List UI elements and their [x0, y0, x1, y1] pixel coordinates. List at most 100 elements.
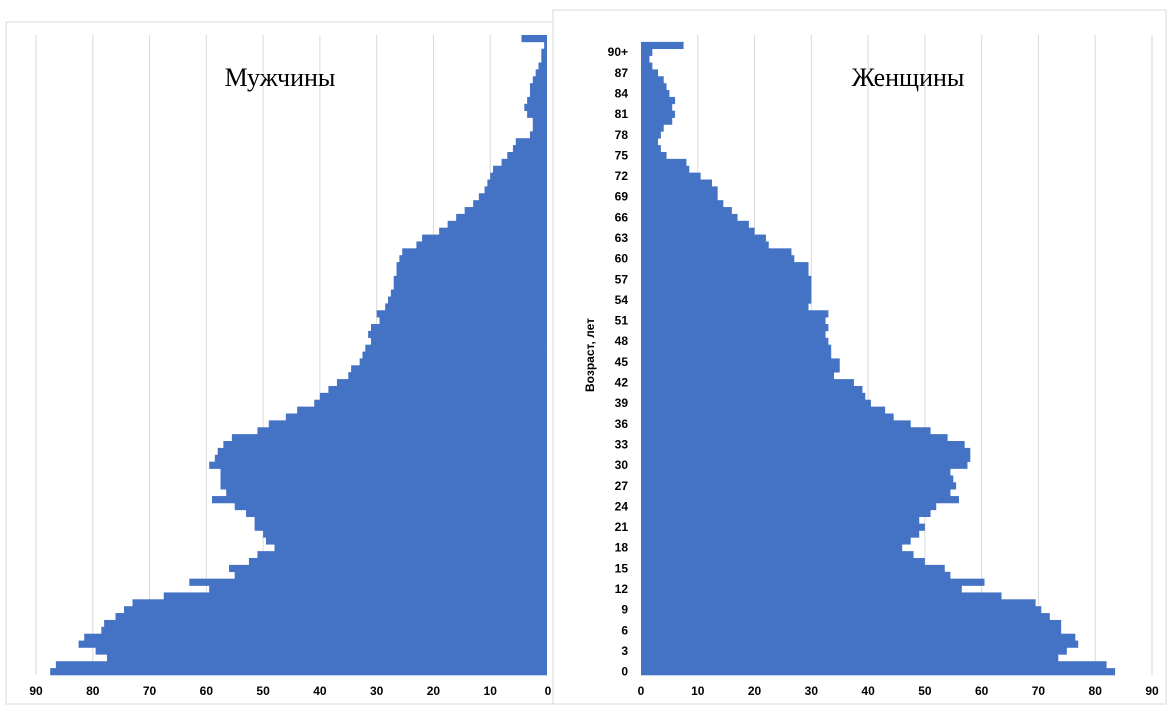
- male-bar: [396, 262, 547, 270]
- male-bar: [254, 523, 547, 531]
- male-bar-series: [50, 35, 548, 676]
- male-bar: [220, 482, 547, 490]
- female-bar: [641, 83, 667, 91]
- female-bar: [641, 434, 948, 442]
- age-tick-label: 78: [615, 128, 629, 142]
- x-tick-label: 30: [370, 684, 384, 698]
- male-bar: [529, 83, 547, 91]
- female-bar: [641, 262, 809, 270]
- age-tick-label: 30: [615, 458, 629, 472]
- age-tick-label: 57: [615, 272, 629, 286]
- female-bar: [641, 110, 676, 118]
- age-tick-label: 21: [615, 520, 629, 534]
- male-bar: [55, 661, 547, 669]
- female-bar: [641, 502, 937, 511]
- male-bar: [532, 124, 547, 132]
- female-bar: [641, 385, 863, 394]
- x-tick-label: 70: [143, 684, 157, 698]
- male-bar: [214, 454, 547, 462]
- age-tick-label: 33: [615, 437, 629, 451]
- female-bar: [641, 441, 965, 449]
- age-tick-label: 42: [615, 376, 629, 390]
- female-bar: [641, 186, 718, 194]
- male-bar: [390, 289, 547, 297]
- age-tick-label: 90+: [608, 45, 628, 59]
- age-tick-label: 63: [615, 231, 629, 245]
- female-bar: [641, 509, 931, 518]
- female-bar: [641, 558, 925, 566]
- male-bar: [268, 420, 547, 428]
- male-bar: [538, 62, 547, 70]
- male-bar: [447, 220, 547, 228]
- male-bar: [368, 330, 547, 339]
- x-tick-label: 50: [918, 684, 932, 698]
- male-bar: [106, 654, 547, 662]
- male-bar: [532, 76, 547, 84]
- female-bar: [641, 468, 951, 476]
- female-bar: [641, 454, 971, 462]
- female-bar: [641, 76, 664, 84]
- male-panel-title: Мужчины: [225, 63, 336, 92]
- male-x-axis-ticks: 90 80 70 60 50 40 30 20 10 0: [29, 684, 551, 698]
- male-bar: [473, 200, 547, 208]
- male-bar: [376, 310, 547, 318]
- male-bar: [84, 633, 547, 641]
- age-tick-label: 69: [615, 190, 629, 204]
- age-tick-label: 60: [615, 252, 629, 266]
- age-tick-label: 54: [615, 293, 629, 307]
- male-bar: [501, 158, 547, 167]
- age-tick-label: 18: [615, 541, 629, 555]
- male-bar: [399, 255, 547, 263]
- male-bar: [512, 145, 547, 153]
- male-bar: [209, 461, 547, 469]
- female-bar: [641, 516, 920, 524]
- female-bar: [641, 633, 1076, 641]
- female-bar: [641, 399, 871, 407]
- female-bar: [641, 461, 968, 469]
- female-bar: [641, 317, 826, 325]
- male-bar: [132, 599, 547, 607]
- male-bar: [220, 475, 547, 483]
- male-bar: [532, 117, 547, 125]
- male-bar: [379, 317, 547, 325]
- male-bar: [254, 516, 547, 524]
- female-bar: [641, 124, 664, 132]
- female-bar: [641, 282, 812, 290]
- female-bar: [641, 489, 951, 497]
- female-bar-series: [641, 41, 1116, 676]
- female-bar: [641, 392, 866, 401]
- male-bar: [529, 131, 547, 139]
- male-bar: [544, 41, 547, 50]
- female-bar: [641, 172, 701, 180]
- age-tick-label: 3: [621, 644, 628, 658]
- x-tick-label: 60: [200, 684, 214, 698]
- male-bar: [226, 489, 547, 497]
- female-bar: [641, 619, 1062, 628]
- male-bar: [365, 344, 547, 352]
- female-bar: [641, 413, 894, 421]
- x-tick-label: 10: [484, 684, 498, 698]
- female-bar: [641, 213, 738, 222]
- male-bar: [248, 558, 547, 566]
- male-bar: [274, 544, 547, 552]
- female-bar: [641, 55, 650, 63]
- female-bar: [641, 564, 945, 573]
- male-bar: [359, 358, 547, 366]
- female-bar: [641, 241, 769, 249]
- age-tick-label: 84: [615, 86, 629, 100]
- female-bar: [641, 289, 812, 297]
- male-bar: [263, 530, 547, 538]
- male-bar: [234, 502, 547, 511]
- age-tick-label: 45: [615, 355, 629, 369]
- male-bar: [189, 578, 548, 586]
- male-bar: [209, 585, 547, 593]
- female-bar: [641, 41, 684, 50]
- female-bar: [641, 96, 676, 105]
- female-bar: [641, 571, 951, 579]
- female-bar: [641, 117, 673, 125]
- male-bar: [388, 296, 547, 304]
- male-bar: [328, 385, 547, 394]
- female-bar: [641, 69, 659, 77]
- male-bar: [370, 324, 547, 332]
- male-bar: [541, 48, 547, 56]
